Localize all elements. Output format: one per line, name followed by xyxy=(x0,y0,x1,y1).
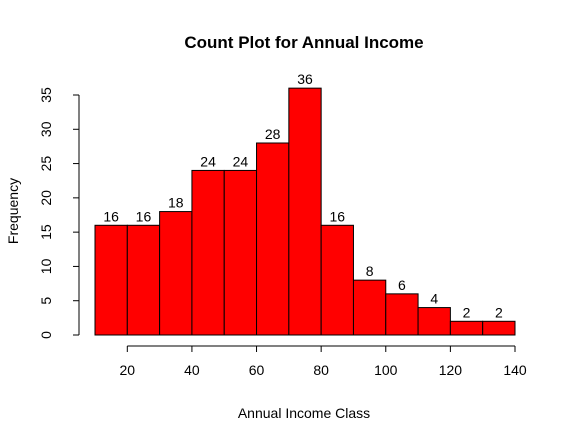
histogram-bar xyxy=(94,224,128,336)
histogram-bar xyxy=(482,320,516,336)
bar-data-label: 16 xyxy=(330,208,346,224)
bar-data-label: 36 xyxy=(297,71,313,87)
y-axis-label: Frequency xyxy=(5,178,21,244)
x-tick-label: 60 xyxy=(249,362,265,378)
y-tick-label: 0 xyxy=(38,331,54,339)
y-tick-label: 20 xyxy=(38,190,54,206)
bar-data-label: 28 xyxy=(265,126,281,142)
bar-data-label: 2 xyxy=(495,304,503,320)
histogram-bar xyxy=(449,320,484,336)
y-tick-label: 15 xyxy=(38,224,54,240)
bar-data-label: 16 xyxy=(136,208,152,224)
bar-data-label: 18 xyxy=(168,195,184,211)
x-tick-label: 100 xyxy=(374,362,398,378)
bar-data-label: 4 xyxy=(430,291,438,307)
x-tick-label: 140 xyxy=(503,362,527,378)
bar-data-label: 2 xyxy=(463,304,471,320)
x-axis-label: Annual Income Class xyxy=(238,405,370,421)
histogram-bar xyxy=(320,224,354,336)
bar-data-label: 16 xyxy=(103,208,119,224)
x-tick-label: 20 xyxy=(120,362,136,378)
histogram-bar xyxy=(191,169,225,336)
histogram-bar xyxy=(417,307,451,336)
bar-data-label: 24 xyxy=(233,153,249,169)
bar-data-label: 6 xyxy=(398,277,406,293)
bar-data-label: 8 xyxy=(366,263,374,279)
y-tick-label: 35 xyxy=(38,87,54,103)
histogram-bar xyxy=(126,224,161,336)
x-tick-label: 80 xyxy=(313,362,329,378)
y-axis: 0 5 10 15 20 25 30 35 xyxy=(38,87,80,339)
histogram-bar xyxy=(223,169,258,336)
x-axis: 20 40 60 80 100 120 140 xyxy=(120,345,527,378)
chart-title: Count Plot for Annual Income xyxy=(184,33,423,52)
bar-data-label: 24 xyxy=(200,153,216,169)
y-tick-label: 25 xyxy=(38,156,54,172)
histogram-bar xyxy=(256,142,290,336)
y-tick-label: 5 xyxy=(38,297,54,305)
x-tick-label: 40 xyxy=(184,362,200,378)
histogram-bar xyxy=(352,279,387,336)
histogram-bar xyxy=(159,211,193,336)
y-tick-label: 30 xyxy=(38,121,54,137)
data-labels-group: 16 16 18 24 24 28 36 16 8 6 4 2 2 xyxy=(103,71,503,320)
bars-group xyxy=(94,87,516,336)
histogram-bar xyxy=(288,87,322,336)
histogram-bar xyxy=(385,293,419,336)
y-tick-label: 10 xyxy=(38,258,54,274)
x-tick-label: 120 xyxy=(439,362,463,378)
